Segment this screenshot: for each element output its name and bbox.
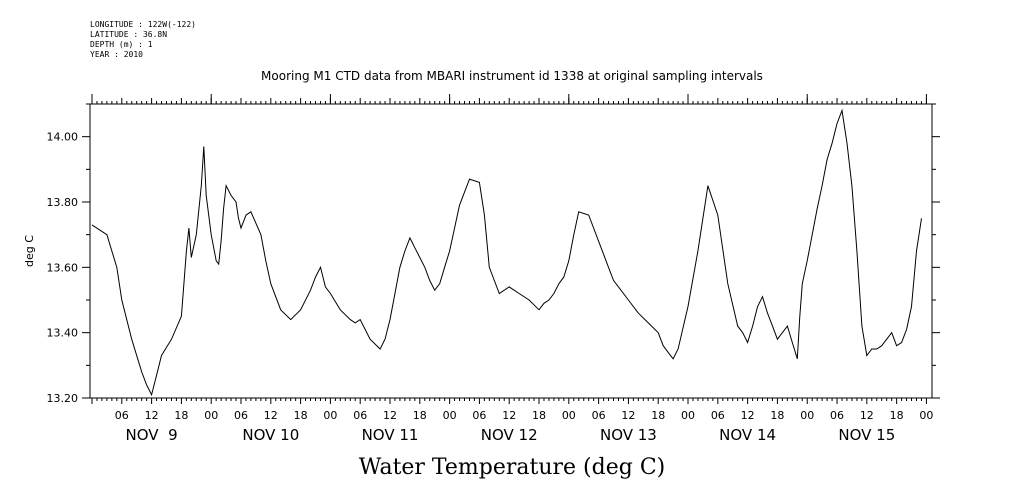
x-hour-label: 18 [174, 409, 188, 422]
meta-longitude: LONGITUDE : 122W(-122) [90, 20, 196, 29]
x-hour-label: 00 [919, 409, 933, 422]
y-tick-label: 13.20 [47, 392, 79, 405]
x-hour-label: 18 [413, 409, 427, 422]
x-hour-label: 12 [741, 409, 755, 422]
x-hour-label: 00 [323, 409, 337, 422]
x-hour-label: 06 [711, 409, 725, 422]
x-hour-label: 06 [353, 409, 367, 422]
y-tick-label: 13.40 [47, 327, 79, 340]
axis-ticks [82, 94, 940, 404]
y-tick-label: 13.80 [47, 196, 79, 209]
x-day-label: NOV 11 [362, 426, 419, 444]
x-hour-label: 00 [681, 409, 695, 422]
meta-depth: DEPTH (m) : 1 [90, 40, 153, 49]
x-day-label: NOV 13 [600, 426, 657, 444]
plot-frame [89, 103, 933, 399]
y-tick-label: 14.00 [47, 131, 79, 144]
x-hour-label: 12 [621, 409, 635, 422]
x-day-label: NOV 14 [719, 426, 776, 444]
x-hour-label: 18 [770, 409, 784, 422]
x-hour-label: 06 [592, 409, 606, 422]
y-tick-label: 13.60 [47, 261, 79, 274]
x-hour-label: 12 [264, 409, 278, 422]
day-labels: NOV 9 NOV 10 NOV 11 NOV 12 NOV 13 NOV 14 NOV 1… [126, 426, 896, 444]
x-hour-label: 06 [234, 409, 248, 422]
x-hour-label: 06 [115, 409, 129, 422]
x-hour-label: 18 [532, 409, 546, 422]
x-day-label: NOV 9 [126, 426, 178, 444]
x-hour-label: 12 [383, 409, 397, 422]
meta-year: YEAR : 2010 [90, 50, 143, 59]
x-hour-label: 12 [145, 409, 159, 422]
x-hour-label: 12 [502, 409, 516, 422]
x-hour-label: 12 [860, 409, 874, 422]
x-day-label: NOV 12 [481, 426, 538, 444]
x-hour-label: 00 [562, 409, 576, 422]
temperature-series-line [91, 108, 922, 397]
x-tick-labels: 06 12 18 00 06 12 18 00 06 12 18 00 06 12 18 00 06 12 18 00… [115, 409, 934, 422]
x-hour-label: 00 [800, 409, 814, 422]
x-day-label: NOV 10 [242, 426, 299, 444]
x-hour-label: 06 [830, 409, 844, 422]
metadata-block: LONGITUDE : 122W(-122) LATITUDE : 36.8N … [90, 20, 196, 60]
chart-title: Mooring M1 CTD data from MBARI instrumen… [261, 69, 763, 83]
y-axis-label: deg C [23, 235, 36, 267]
x-hour-label: 18 [294, 409, 308, 422]
x-axis-label: Water Temperature (deg C) [359, 455, 666, 480]
x-hour-label: 00 [443, 409, 457, 422]
x-hour-label: 00 [204, 409, 218, 422]
x-hour-label: 06 [472, 409, 486, 422]
meta-latitude: LATITUDE : 36.8N [90, 30, 168, 39]
x-hour-label: 18 [890, 409, 904, 422]
y-tick-labels: 13.20 13.40 13.60 13.80 14.00 [47, 131, 79, 405]
x-day-label: NOV 15 [838, 426, 895, 444]
x-hour-label: 18 [651, 409, 665, 422]
